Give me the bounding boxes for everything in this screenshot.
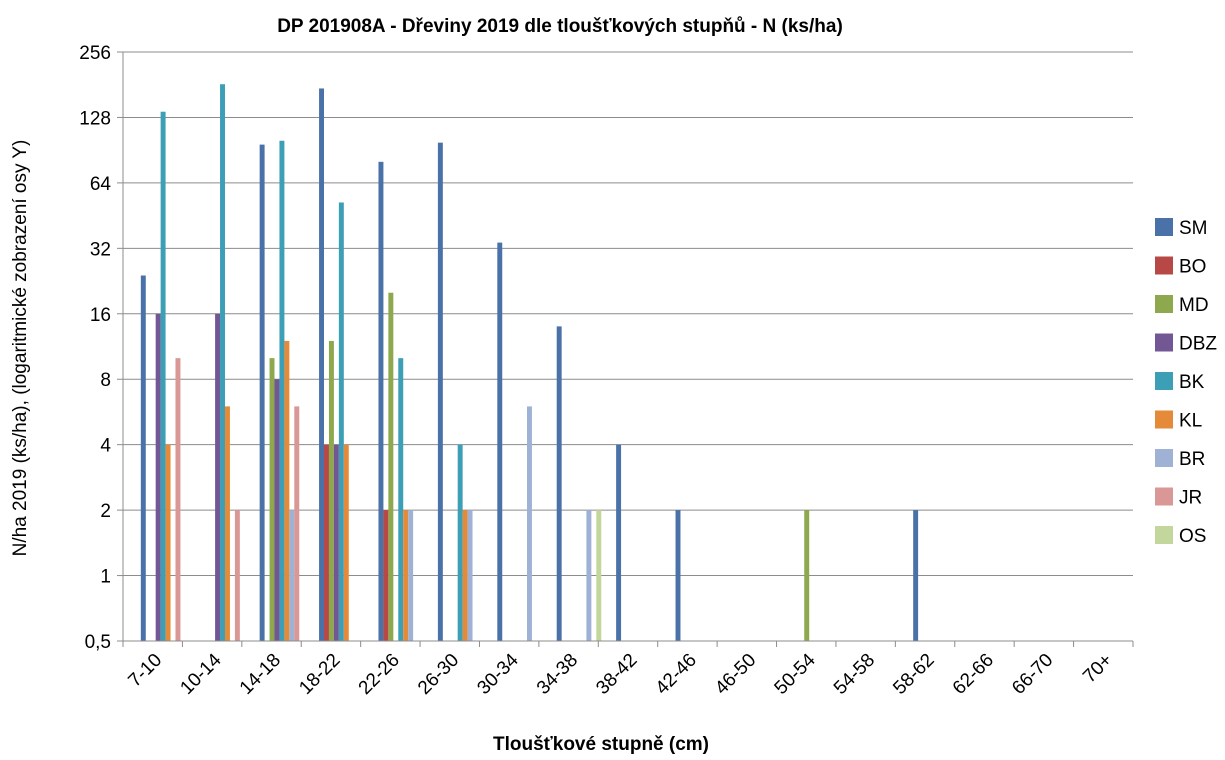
legend-label: KL [1179, 411, 1202, 432]
x-tick-label: 62-66 [949, 650, 998, 699]
y-tick-label: 0,5 [85, 632, 111, 653]
x-tick-label: 14-18 [236, 650, 285, 699]
bar-os [596, 510, 602, 641]
bar-kl [284, 340, 290, 641]
x-tick-label: 18-22 [295, 650, 344, 699]
bar-br [467, 510, 473, 641]
x-tick-label: 7-10 [125, 650, 167, 692]
y-tick-labels: 0,5 1 2 4 8 16 32 64 128 256 [79, 43, 111, 653]
x-tick-label: 54-58 [830, 650, 879, 699]
y-axis-title: N/ha 2019 (ks/ha), (logaritmické zobraze… [10, 140, 31, 557]
bar-sm [497, 242, 503, 641]
bar-sm [556, 326, 562, 641]
x-tick-labels: 7-10 10-14 14-18 18-22 22-26 26-30 30-34 34-38 3… [125, 649, 1117, 699]
x-tick-label: 34-38 [533, 650, 582, 699]
legend-label: OS [1179, 526, 1206, 547]
x-tick-label: 46-50 [711, 650, 760, 699]
bar-bk [457, 444, 463, 641]
legend-label: BO [1179, 257, 1206, 278]
y-tick-label: 64 [90, 174, 112, 195]
bar-sm [319, 88, 325, 642]
bar-br [289, 510, 295, 641]
legend-swatch [1155, 218, 1173, 236]
bar-br [408, 510, 414, 641]
bar-md [804, 510, 810, 641]
y-tick-label: 4 [100, 436, 111, 457]
bar-dbz [215, 313, 221, 641]
legend-swatch [1155, 256, 1173, 275]
bar-kl [165, 444, 171, 641]
bar-sm [437, 142, 443, 641]
x-tick-label: 22-26 [355, 650, 404, 699]
x-tick-label: 50-54 [771, 649, 821, 699]
bar-jr [234, 510, 240, 641]
x-tick-label: 38-42 [592, 650, 641, 699]
bar-br [586, 510, 592, 641]
bar-bo [383, 510, 389, 641]
bar-sm [675, 510, 681, 641]
legend-swatch [1155, 487, 1173, 506]
bar-md [388, 292, 394, 641]
bar-sm [616, 444, 622, 641]
legend-label: BK [1179, 372, 1205, 393]
bar-kl [462, 510, 468, 641]
x-tick-label: 58-62 [889, 650, 938, 699]
bar-sm [378, 161, 384, 641]
bar-dbz [274, 379, 280, 641]
bar-kl [343, 444, 349, 641]
x-tick-label: 10-14 [176, 649, 226, 699]
axes [117, 51, 1134, 647]
bar-jr [294, 406, 300, 641]
bar-sm [913, 510, 919, 641]
y-tick-label: 128 [79, 108, 111, 129]
bar-md [269, 358, 275, 641]
legend-label: BR [1179, 449, 1205, 470]
bar-bk [338, 202, 344, 641]
legend-swatch [1155, 333, 1173, 352]
y-tick-label: 1 [100, 567, 111, 588]
bar-bk [160, 111, 166, 642]
bar-jr [175, 358, 181, 641]
legend-swatch [1155, 372, 1173, 390]
bar-kl [224, 406, 230, 641]
y-tick-label: 16 [90, 305, 111, 326]
x-tick-label: 70+ [1079, 650, 1117, 688]
legend-swatch [1155, 526, 1173, 544]
bar-bk [220, 84, 225, 642]
x-tick-label: 66-70 [1008, 650, 1057, 699]
legend-label: SM [1179, 218, 1208, 239]
y-tick-label: 32 [90, 239, 111, 260]
y-tick-label: 2 [100, 501, 111, 522]
x-tick-label: 42-46 [652, 650, 701, 699]
y-tick-label: 8 [100, 370, 111, 391]
legend-label: DBZ [1179, 334, 1217, 355]
bar-bk [279, 140, 285, 641]
y-tick-label: 256 [79, 43, 111, 64]
legend-label: MD [1179, 295, 1209, 316]
legend: SM BO MD DBZ BK KL BR JR OS [1155, 218, 1217, 547]
bars-group [140, 84, 919, 642]
bar-md [328, 340, 334, 641]
x-axis-title: Tloušťkové stupně (cm) [493, 734, 709, 755]
chart-title: DP 201908A - Dřeviny 2019 dle tloušťkový… [277, 16, 843, 37]
bar-dbz [333, 444, 339, 641]
bar-br [527, 406, 532, 641]
bar-dbz [155, 313, 161, 641]
bar-sm [259, 144, 265, 642]
x-tick-label: 30-34 [473, 649, 523, 699]
bar-bo [324, 444, 329, 641]
bar-sm [140, 275, 146, 641]
legend-swatch [1155, 295, 1173, 313]
x-tick-label: 26-30 [414, 650, 463, 699]
bar-kl [403, 510, 409, 641]
legend-swatch [1155, 449, 1173, 467]
bar-bk [398, 358, 404, 641]
legend-label: JR [1179, 488, 1202, 509]
legend-swatch [1155, 410, 1173, 429]
